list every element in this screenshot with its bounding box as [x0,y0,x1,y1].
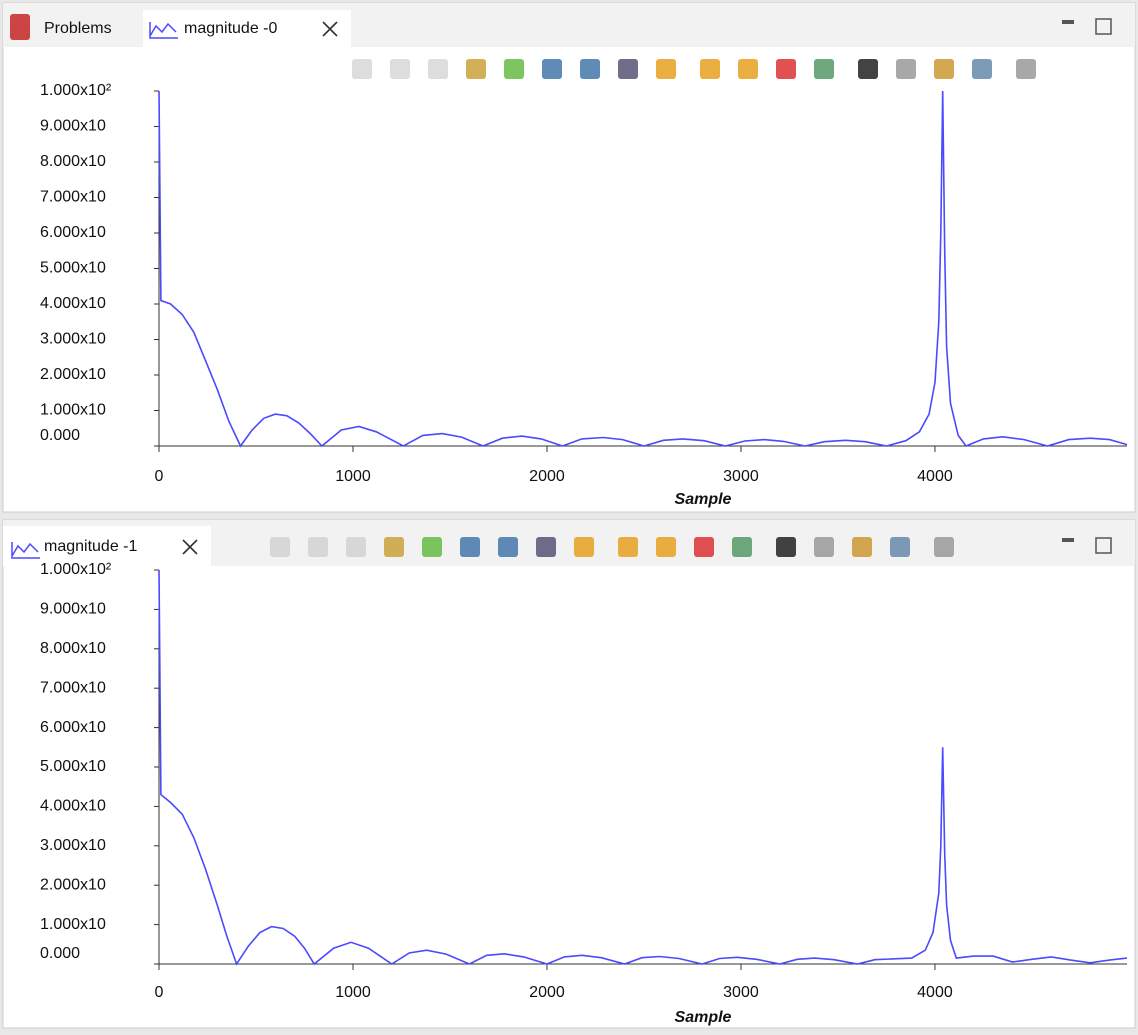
panel-top [2,2,1136,513]
toolbar-button[interactable] [738,59,758,79]
y-tick-label: 0.000 [40,427,80,444]
toolbar-button[interactable] [308,537,328,557]
x-tick-label: 0 [155,984,164,1001]
toolbar-button[interactable] [852,537,872,557]
y-tick-label: 3.000x10 [40,331,106,348]
active-tab[interactable] [3,526,211,566]
toolbar-button[interactable] [1016,59,1036,79]
x-axis-label: Sample [675,1009,732,1026]
y-tick-label: 9.000x10 [40,601,106,618]
x-tick-label: 3000 [723,984,759,1001]
y-tick-label: 8.000x10 [40,640,106,657]
y-tick-label: 2.000x10 [40,876,106,893]
toolbar-button[interactable] [428,59,448,79]
toolbar-button[interactable] [776,59,796,79]
maximize[interactable] [1095,537,1112,554]
y-tick-label: 8.000x10 [40,153,106,170]
panel-bottom [2,519,1136,1029]
toolbar-button[interactable] [732,537,752,557]
x-tick-label: 4000 [917,468,953,485]
x-tick-label: 1000 [335,984,371,1001]
toolbar-button[interactable] [580,59,600,79]
toolbar-button[interactable] [896,59,916,79]
toolbar-button[interactable] [618,537,638,557]
tab-label[interactable]: magnitude -1 [44,538,137,555]
toolbar-button[interactable] [776,537,796,557]
y-tick-label: 1.000x10² [40,561,112,578]
x-axis-label: Sample [675,491,732,508]
y-tick-label: 7.000x10 [40,189,106,206]
active-tab[interactable] [143,10,351,47]
toolbar-button[interactable] [460,537,480,557]
toolbar-button[interactable] [504,59,524,79]
minimize[interactable] [1062,538,1074,542]
toolbar-button[interactable] [972,59,992,79]
close-icon[interactable] [322,21,338,37]
toolbar-button[interactable] [466,59,486,79]
toolbar-button[interactable] [498,537,518,557]
y-tick-label: 3.000x10 [40,837,106,854]
toolbar-button[interactable] [656,59,676,79]
data-line [158,90,1128,448]
toolbar-button[interactable] [934,59,954,79]
y-tick-label: 6.000x10 [40,224,106,241]
chart-icon [11,542,40,559]
toolbar-button[interactable] [422,537,442,557]
y-tick-label: 2.000x10 [40,366,106,383]
close-icon[interactable] [182,539,198,555]
problems-icon [10,14,30,40]
y-tick-label: 6.000x10 [40,719,106,736]
tab-label[interactable]: magnitude -0 [184,20,277,37]
toolbar-button[interactable] [384,537,404,557]
chart-icon [149,22,178,39]
toolbar-button[interactable] [694,537,714,557]
toolbar-button[interactable] [814,537,834,557]
toolbar-button[interactable] [934,537,954,557]
y-tick-label: 1.000x10 [40,916,106,933]
x-tick-label: 2000 [529,468,565,485]
x-tick-label: 3000 [723,468,759,485]
toolbar-button[interactable] [656,537,676,557]
y-tick-label: 5.000x10 [40,758,106,775]
toolbar-button[interactable] [700,59,720,79]
maximize[interactable] [1095,18,1112,35]
y-tick-label: 7.000x10 [40,679,106,696]
y-tick-label: 5.000x10 [40,260,106,277]
toolbar-button[interactable] [352,59,372,79]
y-tick-label: 4.000x10 [40,295,106,312]
toolbar-button[interactable] [270,537,290,557]
toolbar-button[interactable] [346,537,366,557]
x-tick-label: 0 [155,468,164,485]
y-tick-label: 1.000x10² [40,82,112,99]
toolbar-button[interactable] [542,59,562,79]
toolbar-button[interactable] [536,537,556,557]
toolbar-button[interactable] [390,59,410,79]
toolbar-button[interactable] [618,59,638,79]
toolbar-button[interactable] [890,537,910,557]
y-tick-label: 1.000x10 [40,402,106,419]
x-tick-label: 2000 [529,984,565,1001]
minimize[interactable] [1062,20,1074,24]
x-tick-label: 4000 [917,984,953,1001]
toolbar-button[interactable] [574,537,594,557]
toolbar-button[interactable] [814,59,834,79]
x-tick-label: 1000 [335,468,371,485]
tab-label[interactable]: Problems [44,20,112,37]
y-tick-label: 4.000x10 [40,798,106,815]
toolbar-button[interactable] [858,59,878,79]
data-line [158,569,1128,966]
y-tick-label: 9.000x10 [40,118,106,135]
y-tick-label: 0.000 [40,945,80,962]
